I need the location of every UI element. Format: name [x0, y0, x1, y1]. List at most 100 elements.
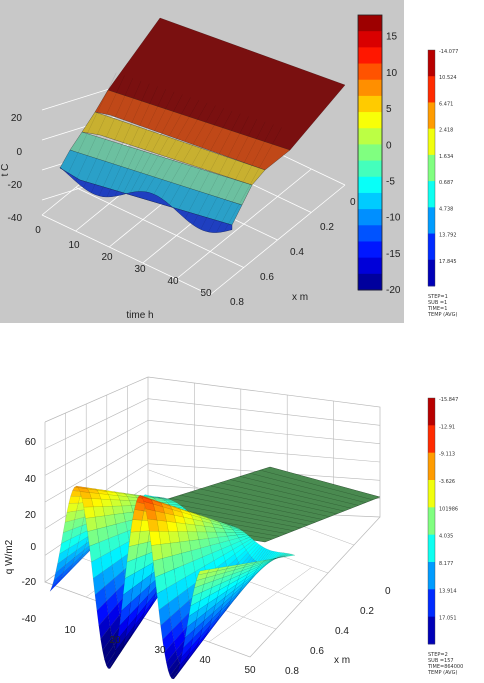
small-legend-value: 4.035	[439, 534, 453, 540]
colorbar-segment	[358, 257, 382, 275]
colorbar-segment	[358, 192, 382, 210]
surface-cell	[81, 498, 94, 508]
grid-line	[147, 420, 381, 444]
y-tick-label: 0.8	[230, 297, 244, 308]
colorbar-segment	[358, 241, 382, 259]
mesh-line	[67, 72, 117, 175]
small-legend-swatch	[428, 452, 435, 481]
grid-line	[147, 398, 381, 426]
surface-cell	[274, 556, 286, 559]
colorbar-tick-label: 0	[386, 140, 392, 151]
colorbar-tick-label: -5	[386, 176, 395, 187]
colorbar-segment	[358, 112, 382, 129]
surface-cell	[132, 509, 145, 521]
small-legend-info: SUB =157	[428, 658, 454, 664]
small-legend-value: -14.077	[439, 49, 458, 55]
small-legend-swatch	[428, 398, 435, 426]
colorbar-segment	[358, 95, 382, 113]
y-tick-label: 0.6	[260, 272, 274, 283]
z-tick-label: 40	[25, 474, 37, 485]
mesh-line	[192, 116, 249, 225]
surface-cell	[197, 569, 210, 576]
mesh-line	[114, 89, 167, 197]
grid-line	[44, 398, 149, 449]
small-legend-info: STEP=2	[428, 652, 448, 658]
small-legend-value: 101986	[439, 506, 458, 512]
colorbar-segment	[358, 273, 382, 291]
mesh-line	[75, 75, 125, 182]
mesh-line	[200, 119, 258, 230]
x-tick-label: 20	[101, 252, 113, 263]
top-chart-panel: 20 0 -20 -40 t C 10 20 30 40 50 0 time h 0 0.2 0.4 0.6 0…	[0, 0, 404, 323]
mesh-line	[184, 113, 241, 219]
z-tick-label: 0	[30, 542, 36, 553]
x-tick-label: 0	[35, 225, 41, 236]
x-tick-label: 30	[154, 645, 166, 656]
z-tick-label: -40	[22, 614, 37, 625]
y-axis-label: x m	[292, 292, 308, 303]
small-legend-swatch	[428, 425, 435, 454]
mesh-line	[145, 99, 200, 193]
small-legend-info: TEMP (AVG)	[427, 312, 457, 318]
colorbar-segment	[358, 47, 382, 65]
mesh-line	[169, 498, 309, 526]
z-tick-label: -20	[22, 577, 37, 588]
surface-cell	[83, 506, 96, 519]
y-tick-label: 0.6	[310, 646, 324, 657]
colorbar-tick-label: 5	[386, 104, 392, 115]
small-legend-swatch	[428, 76, 435, 103]
mesh-line	[229, 479, 352, 509]
surface-cell	[149, 531, 161, 546]
y-tick-label: 0.4	[290, 247, 304, 258]
bottom-surface-plot: 60 40 20 0 -20 -40 q W/m2 10 20 30 40 50 0 0.2 0.4 0.6 0…	[4, 376, 391, 680]
small-legend-value: 17.051	[439, 616, 457, 622]
y-tick-label: 0.4	[335, 626, 349, 637]
small-legend-swatch	[428, 128, 435, 156]
small-legend-info: SUB =1	[428, 300, 447, 306]
small-legend-value: 0.687	[439, 180, 453, 186]
bottom-small-legend: -15.847 -12.91 -9.113 -3.626 101986 4.035 8.17…	[427, 397, 463, 676]
mesh-line	[169, 108, 224, 205]
mesh-line	[130, 94, 183, 193]
z-tick-label: -20	[8, 180, 23, 191]
small-legend-swatch	[428, 181, 435, 208]
small-legend-swatch	[428, 562, 435, 590]
grid-line	[147, 441, 381, 463]
x-tick-label: 40	[167, 276, 179, 287]
small-legend-value: 13.792	[439, 233, 457, 239]
y-tick-label: 0	[385, 586, 391, 597]
mesh-line	[98, 83, 150, 196]
surface-band	[81, 111, 266, 186]
mesh-line	[259, 469, 373, 501]
small-legend-frame	[427, 397, 436, 645]
small-legend-swatch	[428, 233, 435, 261]
surface-trough	[59, 166, 233, 233]
small-legend-swatch	[428, 589, 435, 618]
small-legend-value: -3.626	[439, 479, 455, 485]
mesh-line	[138, 97, 191, 192]
colorbar-tick-label: 15	[386, 32, 398, 43]
small-legend-value: 4.738	[439, 206, 453, 212]
mesh-line	[224, 127, 282, 232]
small-legend-swatch	[428, 480, 435, 508]
small-legend-swatch	[428, 507, 435, 536]
colorbar-segment	[358, 209, 382, 226]
y-tick-label: 0	[350, 197, 356, 208]
colorbar-segment	[358, 144, 382, 162]
mesh-line	[249, 473, 366, 503]
small-legend-value: 17.845	[439, 259, 457, 265]
surface-cell	[68, 496, 81, 504]
mesh-line	[208, 121, 266, 233]
small-legend-swatch	[428, 154, 435, 182]
surface-band	[94, 89, 291, 171]
z-axis-label: q W/m2	[4, 539, 15, 574]
colorbar-tick-label: 10	[386, 68, 398, 79]
y-tick-label: 0.2	[320, 222, 334, 233]
top-small-legend: -14.077 10.524 6.471 2.418 1.634 0.687 4.738 13…	[427, 49, 458, 318]
mesh-line	[106, 86, 158, 198]
small-legend-info: TIME=1	[427, 306, 447, 312]
mesh-line	[219, 482, 345, 512]
small-legend-swatch	[428, 102, 435, 130]
mesh-line	[91, 80, 142, 193]
